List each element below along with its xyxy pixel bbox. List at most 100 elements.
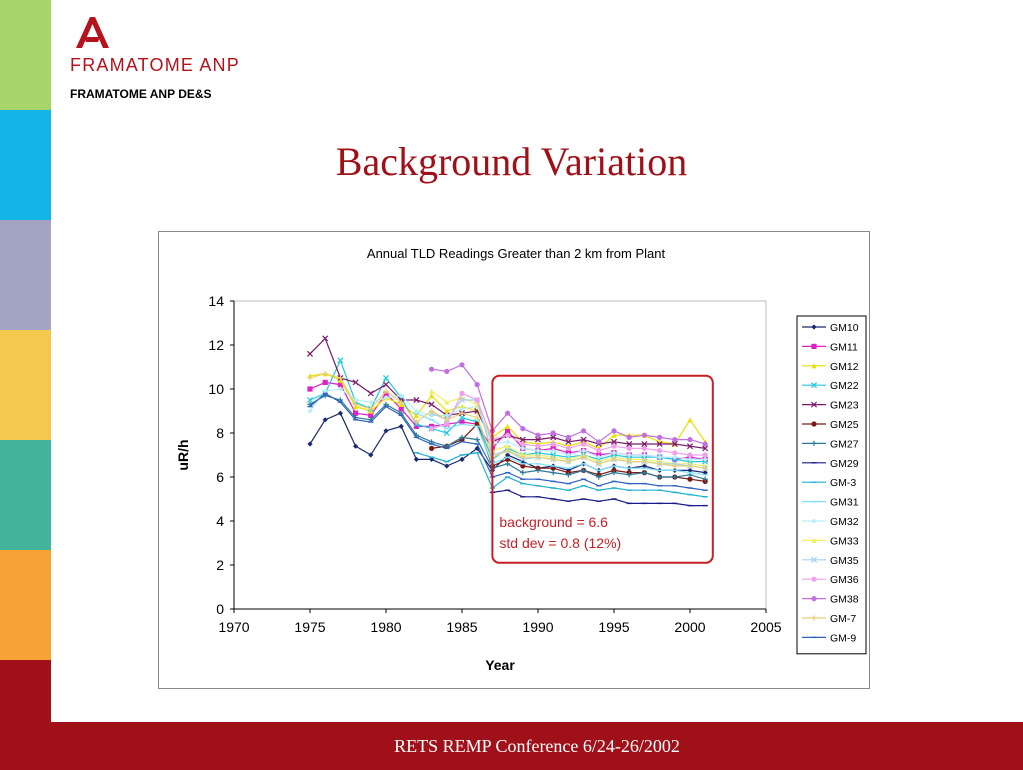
y-tick-label: 14 — [208, 293, 224, 309]
data-point — [672, 454, 678, 460]
brand-name: FRAMATOME ANP — [70, 55, 240, 75]
data-point — [565, 438, 572, 445]
data-point — [550, 456, 556, 462]
line-chart: Annual TLD Readings Greater than 2 km fr… — [175, 246, 867, 673]
series-gm27 — [307, 393, 708, 482]
y-tick-label: 12 — [208, 337, 224, 353]
stripe-green — [0, 0, 51, 110]
data-point — [611, 450, 617, 456]
data-point — [429, 366, 435, 372]
footer-text: RETS REMP Conference 6/24-26/2002 — [394, 736, 680, 756]
data-point — [702, 465, 708, 471]
legend-label: GM27 — [830, 438, 859, 450]
data-point — [444, 421, 450, 427]
data-point — [641, 432, 647, 438]
data-point — [534, 436, 542, 443]
data-point — [611, 432, 617, 438]
stripe-cyan — [0, 110, 51, 220]
legend-label: GM29 — [830, 458, 859, 470]
data-point — [702, 452, 708, 458]
data-point — [550, 470, 556, 476]
legend-marker — [811, 615, 817, 621]
data-point — [596, 439, 602, 445]
data-point — [337, 375, 343, 381]
data-point — [322, 417, 328, 423]
legend-item: GM25 — [802, 419, 859, 431]
data-point — [444, 408, 450, 414]
data-point — [306, 350, 314, 357]
x-tick-label: 1970 — [218, 619, 249, 635]
x-tick-label: 1995 — [598, 619, 629, 635]
data-point — [505, 461, 511, 467]
annotation-text: std dev = 0.8 (12%) — [499, 535, 621, 551]
legend-label: GM23 — [830, 400, 859, 412]
data-point — [322, 335, 329, 342]
series-gm-3 — [413, 452, 708, 498]
legend-box — [796, 315, 867, 655]
data-point — [641, 445, 647, 451]
data-point — [687, 476, 693, 482]
data-point — [581, 441, 587, 447]
legend-item: GM27 — [802, 438, 859, 450]
data-point — [398, 423, 404, 429]
series-gm29 — [489, 489, 708, 507]
data-point — [474, 382, 480, 388]
data-point — [672, 474, 678, 480]
data-point — [307, 386, 313, 392]
footer-bar: RETS REMP Conference 6/24-26/2002 — [51, 722, 1023, 770]
legend-marker — [811, 363, 817, 369]
data-point — [535, 454, 541, 460]
data-point — [641, 463, 647, 469]
data-point — [520, 470, 526, 476]
legend-item: GM38 — [802, 594, 859, 606]
framatome-logo-icon — [76, 17, 109, 48]
data-point — [520, 441, 526, 447]
data-point — [398, 406, 404, 412]
data-point — [520, 426, 526, 432]
data-point — [687, 463, 693, 469]
data-point — [429, 445, 435, 451]
legend-label: GM25 — [830, 419, 859, 431]
data-point — [581, 448, 587, 454]
data-point — [565, 459, 571, 465]
data-point — [535, 467, 541, 473]
stripe-yellow — [0, 330, 51, 440]
stripe-teal — [0, 440, 51, 550]
legend-marker — [811, 440, 817, 446]
data-point — [459, 410, 465, 416]
data-point — [413, 419, 419, 425]
data-point — [505, 432, 511, 438]
data-point — [459, 434, 465, 440]
legend-label: GM33 — [830, 535, 859, 547]
legend-item: GM33 — [802, 535, 859, 547]
data-point — [307, 408, 313, 414]
data-point — [702, 445, 709, 452]
data-point — [657, 474, 663, 480]
data-point — [596, 448, 602, 454]
x-tick-label: 1990 — [522, 619, 553, 635]
data-point — [611, 428, 617, 434]
series-gm-7 — [307, 371, 708, 471]
data-point — [353, 443, 359, 449]
data-point — [398, 399, 404, 405]
data-point — [474, 437, 480, 443]
data-point — [383, 388, 389, 394]
stripe-orange — [0, 550, 51, 660]
data-point — [657, 461, 663, 467]
data-point — [505, 452, 511, 458]
data-point — [444, 368, 450, 374]
data-point — [641, 452, 647, 458]
data-point — [641, 459, 647, 465]
data-point — [444, 463, 450, 469]
data-point — [519, 436, 526, 443]
legend-item: GM23 — [802, 400, 859, 412]
data-point — [429, 393, 435, 399]
data-point — [626, 472, 632, 478]
data-point — [687, 452, 693, 458]
legend-label: GM35 — [830, 555, 859, 567]
legend-item: GM-7 — [802, 613, 856, 625]
data-point — [474, 421, 480, 427]
data-point — [672, 450, 678, 456]
brand-subtitle: FRAMATOME ANP DE&S — [70, 87, 212, 101]
data-point — [520, 454, 526, 460]
